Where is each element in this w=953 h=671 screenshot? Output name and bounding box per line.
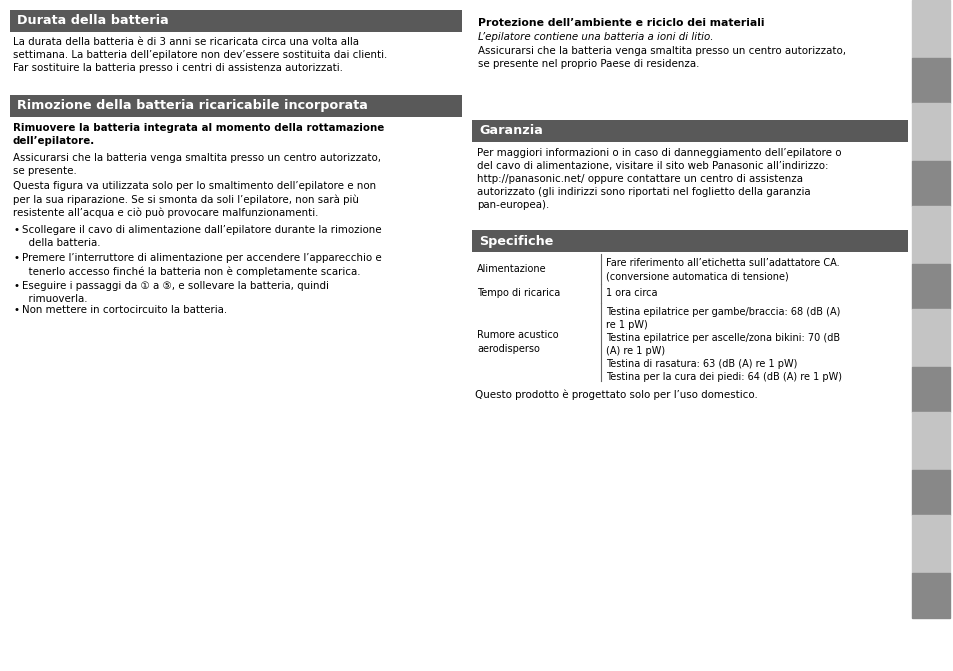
- Bar: [911, 161, 949, 206]
- Bar: [911, 103, 949, 161]
- Text: La durata della batteria è di 3 anni se ricaricata circa una volta alla
settiman: La durata della batteria è di 3 anni se …: [13, 37, 387, 73]
- Text: Specifiche: Specifiche: [478, 234, 553, 248]
- Text: Assicurarsi che la batteria venga smaltita presso un centro autorizzato,
se pres: Assicurarsi che la batteria venga smalti…: [477, 46, 845, 69]
- Bar: [472, 303, 907, 381]
- Text: Per maggiori informazioni o in caso di danneggiamento dell’epilatore o
del cavo : Per maggiori informazioni o in caso di d…: [476, 148, 841, 210]
- Text: 1 ora circa: 1 ora circa: [605, 288, 657, 298]
- Bar: [472, 284, 907, 303]
- Text: Alimentazione: Alimentazione: [476, 264, 546, 274]
- Bar: [472, 230, 907, 252]
- Text: Eseguire i passaggi da ① a ⑤, e sollevare la batteria, quindi
  rimuoverla.: Eseguire i passaggi da ① a ⑤, e sollevar…: [22, 281, 329, 304]
- Bar: [911, 58, 949, 103]
- Bar: [911, 470, 949, 515]
- Text: Testina epilatrice per gambe/braccia: 68 (dB (A)
re 1 pW)
Testina epilatrice per: Testina epilatrice per gambe/braccia: 68…: [605, 307, 841, 382]
- Text: Questo prodotto è progettato solo per l’uso domestico.: Questo prodotto è progettato solo per l’…: [475, 389, 757, 399]
- Text: Rumore acustico
aerodisperso: Rumore acustico aerodisperso: [476, 331, 558, 354]
- Bar: [911, 367, 949, 412]
- Text: •: •: [14, 281, 20, 291]
- Text: Questa figura va utilizzata solo per lo smaltimento dell’epilatore e non
per la : Questa figura va utilizzata solo per lo …: [13, 181, 375, 219]
- Text: Durata della batteria: Durata della batteria: [17, 15, 169, 28]
- Text: •: •: [14, 253, 20, 263]
- Bar: [472, 254, 907, 284]
- Text: Protezione dell’ambiente e riciclo dei materiali: Protezione dell’ambiente e riciclo dei m…: [477, 18, 763, 28]
- Text: Scollegare il cavo di alimentazione dall’epilatore durante la rimozione
  della : Scollegare il cavo di alimentazione dall…: [22, 225, 381, 248]
- Text: •: •: [14, 225, 20, 235]
- Text: Rimuovere la batteria integrata al momento della rottamazione
dell’epilatore.: Rimuovere la batteria integrata al momen…: [13, 123, 384, 146]
- Text: L’epilatore contiene una batteria a ioni di litio.: L’epilatore contiene una batteria a ioni…: [477, 32, 713, 42]
- Bar: [911, 309, 949, 367]
- Bar: [10, 10, 461, 32]
- Bar: [472, 10, 907, 98]
- Bar: [911, 515, 949, 573]
- Bar: [911, 573, 949, 618]
- Text: •: •: [14, 305, 20, 315]
- Bar: [911, 206, 949, 264]
- Text: Rimozione della batteria ricaricabile incorporata: Rimozione della batteria ricaricabile in…: [17, 99, 368, 113]
- Text: Assicurarsi che la batteria venga smaltita presso un centro autorizzato,
se pres: Assicurarsi che la batteria venga smalti…: [13, 153, 380, 176]
- Bar: [911, 412, 949, 470]
- Bar: [472, 120, 907, 142]
- Text: Tempo di ricarica: Tempo di ricarica: [476, 289, 559, 299]
- Text: Non mettere in cortocircuito la batteria.: Non mettere in cortocircuito la batteria…: [22, 305, 227, 315]
- Text: Garanzia: Garanzia: [478, 125, 542, 138]
- Bar: [911, 264, 949, 309]
- Text: Fare riferimento all’etichetta sull’adattatore CA.
(conversione automatica di te: Fare riferimento all’etichetta sull’adat…: [605, 258, 839, 281]
- Bar: [10, 95, 461, 117]
- Text: Premere l’interruttore di alimentazione per accendere l’apparecchio e
  tenerlo : Premere l’interruttore di alimentazione …: [22, 253, 381, 276]
- Bar: [911, 0, 949, 58]
